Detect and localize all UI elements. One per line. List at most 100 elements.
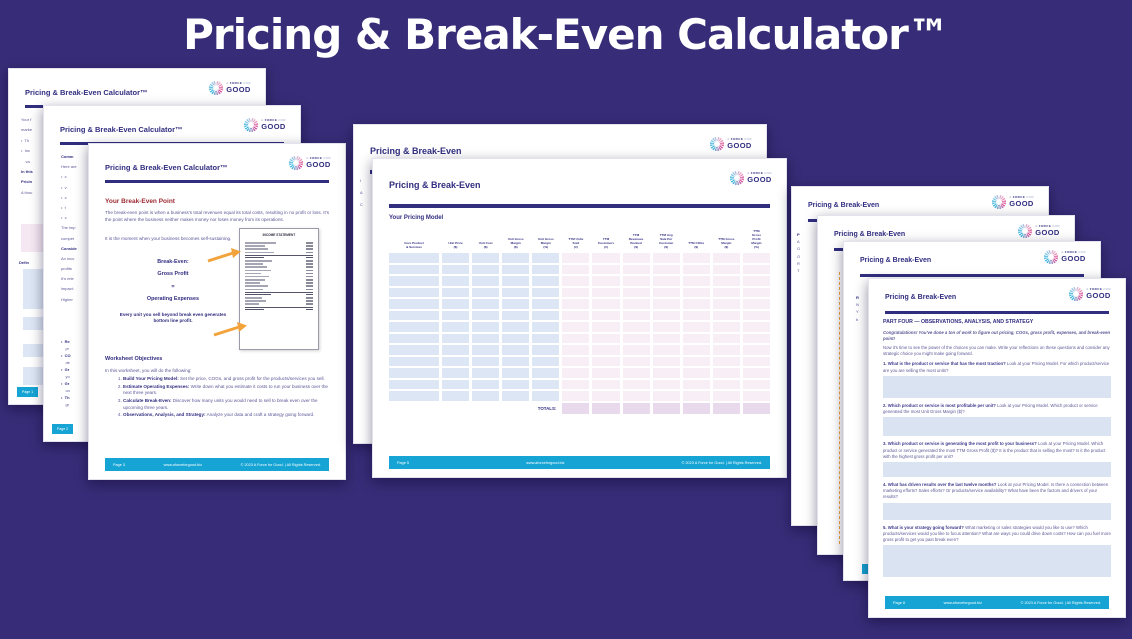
totals-cell [682, 402, 710, 414]
page1-field-box [23, 317, 47, 330]
table-cell [442, 253, 470, 263]
table-cell [472, 253, 500, 263]
table-column-header: TTM Customers (#) [597, 237, 615, 250]
force-for-good-logo: A FORCE FOR GOOD [992, 195, 1034, 209]
table-cell [622, 368, 650, 378]
worksheet-page-9: Pricing & Break-Even A FORCE FOR GOOD PAR… [868, 278, 1126, 618]
table-column-header: TTM Avg Sale Per Customer ($) [658, 233, 674, 250]
table-column-header: TTM Revenues Booked ($) [628, 233, 644, 250]
page1-defin-label: Defin [19, 260, 29, 265]
table-cell [622, 287, 650, 298]
table-cell [442, 356, 470, 367]
table-cell [389, 310, 439, 321]
force-for-good-logo: A FORCE FOR GOOD [710, 137, 752, 151]
logo-tagline: A FORCE FOR [261, 118, 286, 123]
table-cell [502, 322, 530, 332]
answer-box [883, 417, 1111, 437]
table-cell [682, 299, 710, 309]
table-cell [652, 310, 680, 321]
break-even-note: Every unit you sell beyond break even ge… [119, 311, 227, 324]
table-cell [712, 276, 740, 286]
table-cell [742, 310, 770, 321]
table-cell [562, 276, 590, 286]
table-cell [592, 264, 620, 275]
table-cell [532, 391, 560, 401]
break-even-paragraph-1: The break-even point is when a business'… [105, 210, 329, 222]
table-cell [502, 299, 530, 309]
logo-tagline: A FORCE FOR [727, 137, 752, 142]
table-cell [592, 322, 620, 332]
table-cell [712, 322, 740, 332]
table-cell [592, 391, 620, 401]
worksheet-dashed-guide [839, 272, 840, 544]
table-cell [712, 287, 740, 298]
table-cell [742, 345, 770, 355]
table-cell [389, 264, 439, 275]
logo-wordmark: GOOD [1035, 227, 1060, 237]
table-cell [502, 379, 530, 390]
page1-field-box [23, 367, 47, 385]
page-number-chip: Page 1 [17, 387, 39, 397]
page1-callout-box [21, 224, 47, 252]
table-cell [682, 356, 710, 367]
footer-url: www.aforceforgood.biz [163, 462, 203, 467]
table-cell [472, 322, 500, 332]
table-cell [502, 253, 530, 263]
formula-line: Break-Even: [157, 259, 189, 265]
table-cell [532, 287, 560, 298]
table-cell [472, 276, 500, 286]
table-column-header: Core Product & Services [404, 241, 424, 250]
table-cell [389, 299, 439, 309]
header-rule [860, 274, 1084, 277]
table-column-header: Unit Cost ($) [478, 241, 493, 250]
logo-wordmark: GOOD [747, 174, 772, 184]
table-cell [712, 356, 740, 367]
totals-cell [712, 402, 740, 414]
worksheet-objectives-heading: Worksheet Objectives [105, 356, 163, 362]
table-cell [562, 391, 590, 401]
objective-item: Observations, Analysis, and Strategy: An… [123, 412, 329, 419]
totals-cell [652, 402, 680, 414]
table-cell [532, 310, 560, 321]
force-for-good-burst-icon [992, 195, 1007, 209]
logo-tagline: A FORCE FOR [226, 81, 251, 86]
force-for-good-logo: A FORCE FOR GOOD [289, 156, 331, 170]
table-cell [502, 345, 530, 355]
table-cell [622, 356, 650, 367]
logo-tagline: A FORCE FOR [306, 156, 331, 161]
logo-tagline: A FORCE FOR [747, 171, 772, 176]
table-cell [682, 310, 710, 321]
footer-page-number: Page 5 [397, 460, 410, 465]
table-cell [389, 333, 439, 344]
page-number-chip: Page 2 [52, 424, 74, 434]
page1-text-fragments: Your f marke • Th • Inc va In this Pricin A th… [21, 117, 33, 195]
table-cell [562, 253, 590, 263]
table-cell [742, 299, 770, 309]
table-column-header: TTM Gross Profit Margin (%) [751, 229, 762, 250]
worksheet-page-3: Pricing & Break-Even Calculator™ A FORCE… [88, 143, 346, 480]
page1-field-box [23, 344, 47, 357]
table-cell [502, 333, 530, 344]
table-cell [652, 299, 680, 309]
footer-copyright: © 2023 A Force for Good. | All Rights Re… [1020, 600, 1101, 605]
table-cell [592, 345, 620, 355]
table-cell [472, 333, 500, 344]
table-cell [389, 287, 439, 298]
table-cell [622, 333, 650, 344]
force-for-good-burst-icon [710, 137, 725, 151]
table-cell [742, 287, 770, 298]
table-cell [712, 264, 740, 275]
table-cell [592, 299, 620, 309]
table-cell [712, 391, 740, 401]
table-cell [389, 356, 439, 367]
force-for-good-burst-icon [730, 171, 745, 185]
table-cell [682, 379, 710, 390]
table-cell [742, 368, 770, 378]
page-header-title: Pricing & Break-Even Calculator™ [25, 88, 148, 97]
table-cell [622, 264, 650, 275]
table-cell [622, 276, 650, 286]
page-footer: Page 8 www.aforceforgood.biz © 2023 A Fo… [885, 596, 1109, 609]
